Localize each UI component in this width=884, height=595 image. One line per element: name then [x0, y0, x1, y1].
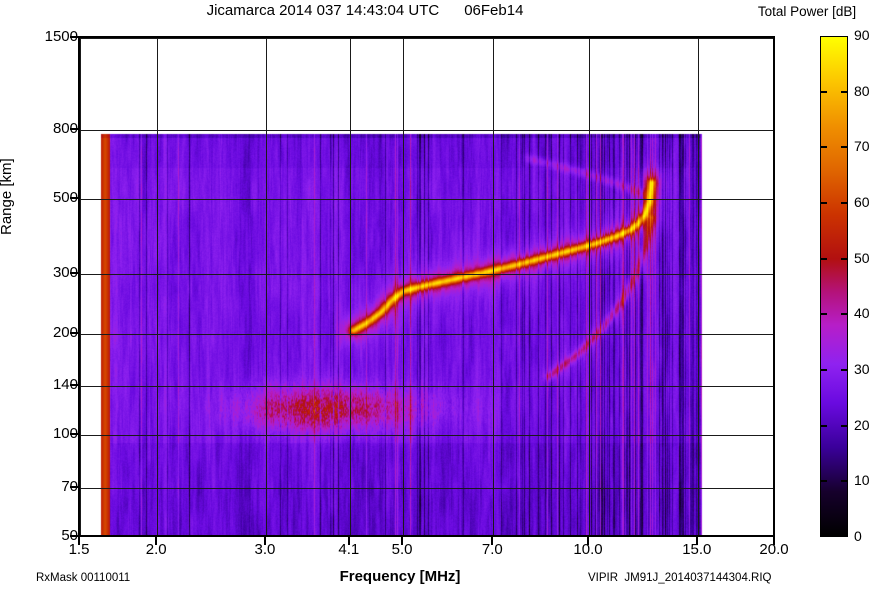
colorbar-tick-label: 50	[854, 249, 870, 266]
x-axis-label: Frequency [MHz]	[339, 568, 461, 585]
y-tick-label: 200	[52, 323, 78, 341]
x-tick-label: 2.0	[145, 541, 167, 558]
gridline-horizontal	[80, 38, 773, 39]
x-tick-label: 4.1	[338, 541, 360, 558]
y-tick-label: 1500	[44, 28, 78, 45]
colorbar-tick	[821, 369, 827, 371]
colorbar	[820, 36, 848, 537]
y-tick-mark	[70, 383, 78, 386]
spectrogram-canvas-wrap	[80, 38, 773, 535]
colorbar-tick	[841, 257, 847, 260]
gridline-horizontal	[80, 435, 773, 436]
x-tick-label: 5.0	[391, 541, 413, 558]
gridline-horizontal	[80, 274, 773, 275]
colorbar-title: Total Power [dB]	[757, 4, 857, 19]
y-tick-label: 500	[52, 189, 78, 207]
y-tick-label: 800	[52, 120, 78, 138]
x-tick-mark	[263, 537, 266, 545]
x-tick-label: 20.0	[759, 541, 789, 558]
colorbar-tick-label: 70	[854, 138, 870, 155]
gridline-horizontal	[80, 386, 773, 387]
colorbar-tick	[821, 257, 827, 260]
colorbar-tick	[821, 313, 827, 316]
figure-title: Jicamarca 2014 037 14:43:04 UTC 06Feb14	[206, 2, 524, 19]
colorbar-tick-label: 80	[854, 82, 870, 99]
gridline-horizontal	[80, 130, 773, 131]
y-tick-label: 70	[61, 477, 78, 495]
y-tick-label: 100	[52, 425, 78, 443]
gridline-vertical	[589, 38, 590, 535]
y-tick-mark	[70, 272, 78, 275]
x-tick-mark	[401, 537, 404, 545]
colorbar-tick	[841, 313, 847, 316]
gridline-vertical	[698, 38, 699, 535]
x-tick-label: 15.0	[682, 541, 712, 558]
colorbar-tick	[841, 424, 847, 427]
plot-area	[78, 36, 775, 537]
colorbar-tick-label: 40	[854, 305, 870, 322]
gridline-vertical	[403, 38, 404, 535]
y-tick-mark	[70, 535, 78, 537]
colorbar-tick	[821, 424, 827, 427]
footer-filename: VIPIR JM91J_2014037144304.RIQ	[588, 572, 772, 584]
y-tick-label: 300	[52, 264, 78, 282]
y-tick-label: 140	[52, 375, 78, 393]
footer-rxmask: RxMask 00110011	[36, 572, 131, 584]
colorbar-gradient	[821, 37, 847, 536]
y-tick-mark	[70, 433, 78, 436]
x-tick-label: 3.0	[254, 541, 276, 558]
colorbar-tick	[821, 480, 827, 483]
y-axis-label: Range [km]	[0, 158, 15, 235]
x-tick-mark	[347, 537, 350, 545]
colorbar-tick-label: 90	[854, 27, 870, 43]
x-tick-mark	[773, 537, 775, 545]
colorbar-tick	[821, 146, 827, 149]
colorbar-tick-label: 60	[854, 194, 870, 210]
colorbar-tick-label: 10	[854, 472, 870, 489]
y-tick-mark	[70, 36, 78, 38]
y-tick-label: 50	[61, 527, 78, 544]
gridline-horizontal	[80, 334, 773, 335]
gridline-horizontal	[80, 488, 773, 489]
x-tick-mark	[695, 537, 698, 545]
spectrogram-image	[80, 38, 773, 535]
gridline-vertical	[266, 38, 267, 535]
x-tick-label: 7.0	[481, 541, 503, 558]
x-tick-mark	[78, 537, 80, 545]
x-tick-mark	[491, 537, 494, 545]
colorbar-tick	[821, 202, 827, 204]
y-tick-mark	[70, 197, 78, 200]
colorbar-tick-label: 20	[854, 416, 870, 433]
colorbar-tick-label: 30	[854, 361, 870, 377]
gridline-vertical	[80, 38, 81, 535]
colorbar-tick	[821, 90, 827, 93]
x-tick-label: 1.5	[68, 541, 90, 558]
gridline-vertical	[493, 38, 494, 535]
gridline-vertical	[350, 38, 351, 535]
y-tick-mark	[70, 331, 78, 334]
x-tick-mark	[155, 537, 158, 545]
colorbar-tick	[841, 202, 847, 204]
x-tick-label: 10.0	[573, 541, 603, 558]
colorbar-tick	[841, 369, 847, 371]
gridline-vertical	[157, 38, 158, 535]
x-tick-mark	[587, 537, 590, 545]
colorbar-tick	[841, 90, 847, 93]
colorbar-tick-label: 0	[854, 528, 862, 544]
y-tick-mark	[70, 128, 78, 131]
colorbar-tick	[841, 146, 847, 149]
colorbar-tick	[841, 480, 847, 483]
y-tick-mark	[70, 485, 78, 488]
gridline-horizontal	[80, 199, 773, 200]
